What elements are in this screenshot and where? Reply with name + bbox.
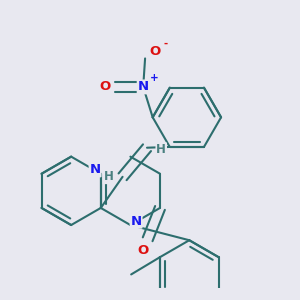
Text: O: O [149,45,160,58]
Text: O: O [137,244,148,257]
Text: O: O [100,80,111,93]
Text: N: N [89,164,100,176]
Text: -: - [164,39,168,49]
Text: H: H [156,143,166,156]
Text: N: N [138,80,149,93]
Text: N: N [130,215,142,228]
Text: H: H [103,170,113,183]
Text: +: + [150,73,158,83]
